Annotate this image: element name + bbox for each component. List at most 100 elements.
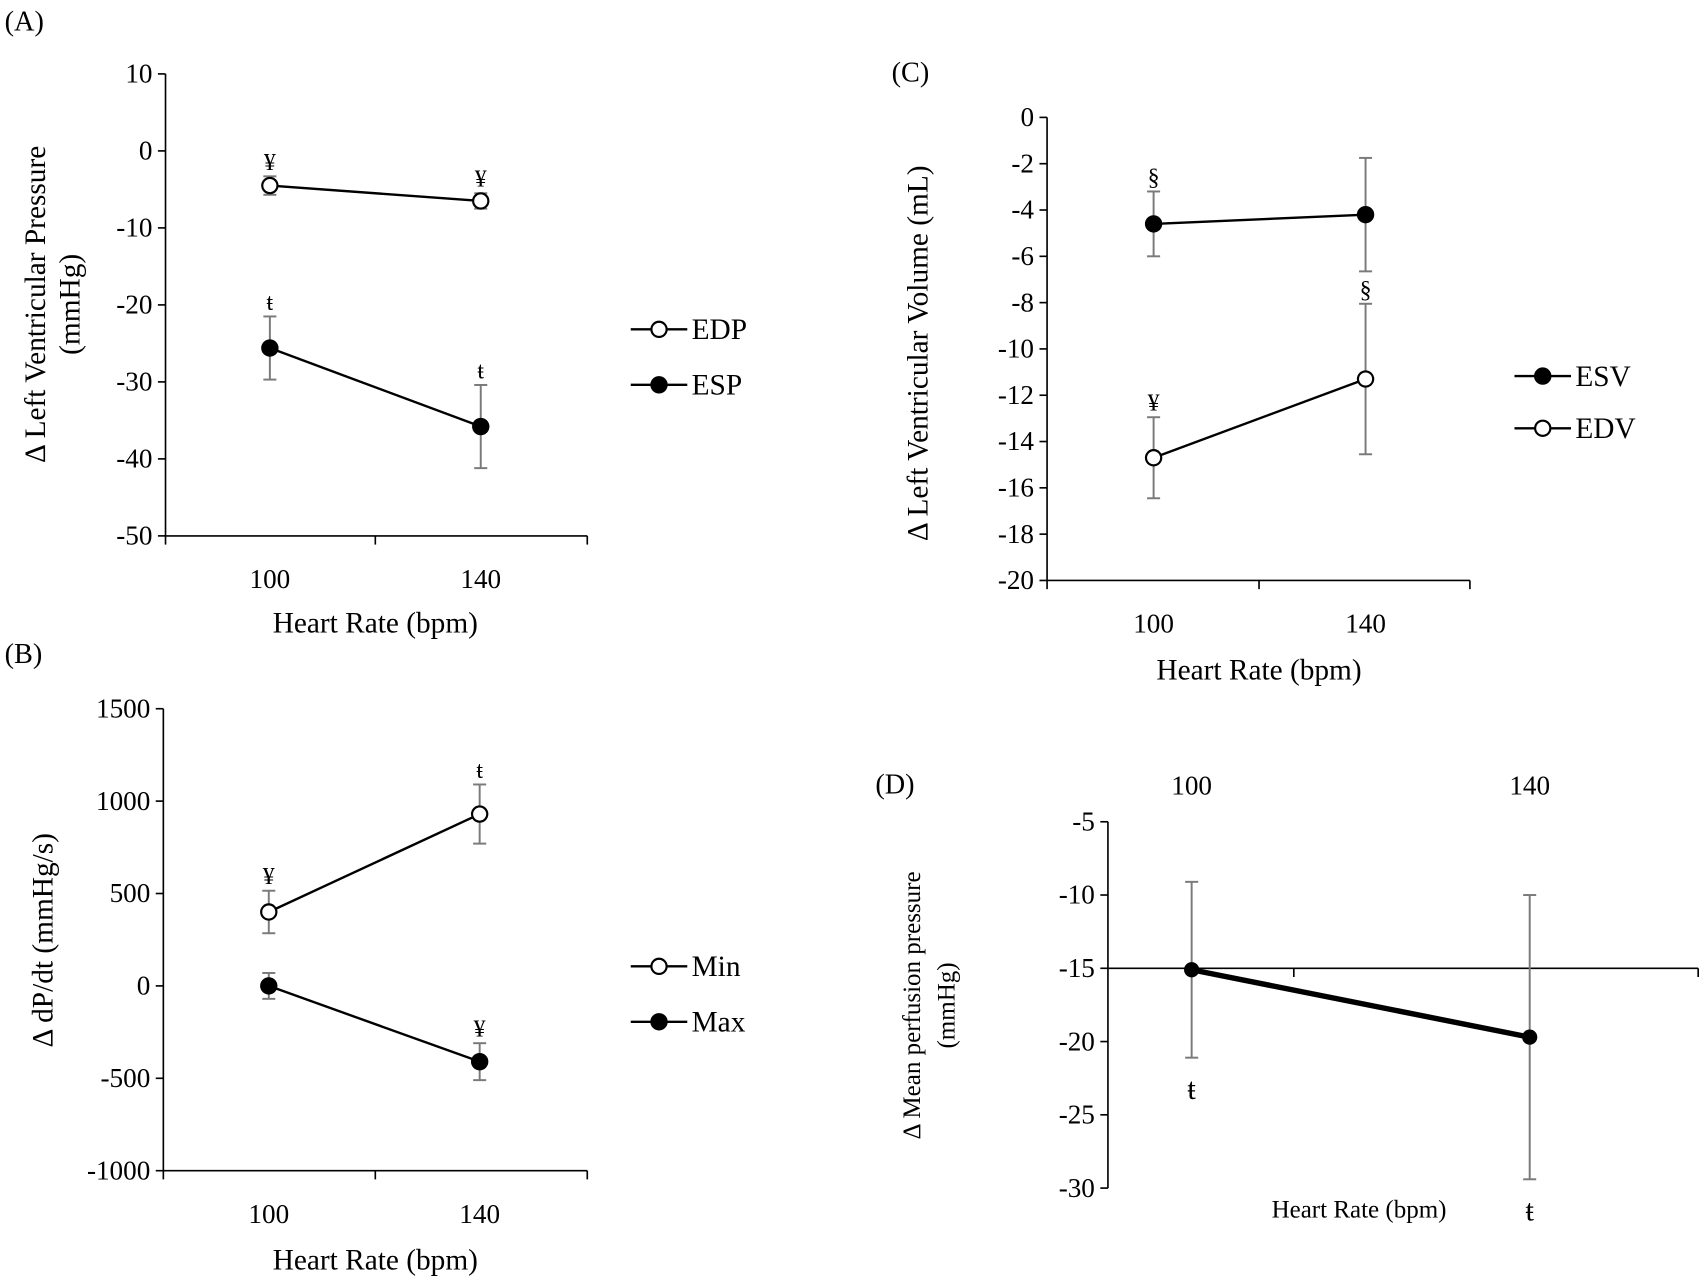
legend-label-edv: EDV [1575, 413, 1635, 445]
data-point-esp [261, 339, 279, 357]
data-point-edp [472, 192, 490, 210]
legend-label-edp: EDP [692, 314, 747, 346]
x-tick-label: 100 [1171, 771, 1212, 801]
y-tick-label: -10 [998, 334, 1034, 364]
x-tick-label: 140 [1345, 609, 1386, 639]
x-tick-label: 140 [1509, 771, 1550, 801]
chart-panel-1: (B) 1500 1000 500 0 -500 -1000 100 140 Heart Rate… [5, 639, 746, 1277]
series-line-esp [269, 346, 482, 428]
data-point-esp [472, 417, 490, 436]
chart-panel-2: (C) 0 -2 -4 -6 -8 -10 -12 -14 -16 -18 -20 100 140 Hear… [892, 58, 1636, 687]
data-point-esv [1356, 205, 1375, 224]
y-tick-label: 0 [139, 136, 153, 166]
y-tick-label: -10 [116, 213, 152, 243]
y-tick-label: -12 [998, 380, 1034, 410]
data-point-min [260, 903, 278, 921]
data-point-max [470, 1052, 489, 1071]
y-tick-label: -14 [998, 426, 1035, 456]
x-tick-label: 100 [248, 1199, 289, 1229]
panel-label: (A) [5, 6, 44, 37]
panel-label: (C) [892, 58, 930, 89]
y-tick-label: 0 [137, 971, 151, 1001]
y-axis-label-line: Δ Left Ventricular Pressure [20, 146, 52, 463]
y-tick-label: -1000 [87, 1155, 150, 1185]
y-tick-label: -20 [1059, 1026, 1095, 1056]
chart-panel-3: (D) -5 -10 -15 -20 -25 -30 100 140 Heart Rate (bp… [875, 770, 1699, 1228]
y-tick-label: 500 [110, 878, 151, 908]
y-axis-label: Δ Left Ventricular Pressure (mmHg) [20, 146, 87, 463]
data-point-edv [1144, 449, 1163, 467]
series-line-esv [1153, 213, 1366, 226]
y-tick-label: -8 [1011, 287, 1034, 317]
significance-marker: ¥ [474, 1017, 486, 1043]
y-tick-label: -25 [1059, 1100, 1095, 1130]
legend-marker [1534, 367, 1552, 385]
significance-marker: ¥ [475, 167, 487, 193]
y-tick-label: -30 [116, 367, 152, 397]
significance-marker: ŧ [1187, 1072, 1196, 1106]
y-tick-label: -6 [1011, 241, 1034, 271]
significance-marker: ŧ [476, 758, 483, 784]
panel-label: (D) [875, 770, 914, 801]
y-axis-label-line: (mmHg) [934, 962, 961, 1048]
legend-marker [1534, 419, 1552, 437]
panel-label: (B) [5, 639, 43, 670]
y-tick-label: -20 [998, 565, 1034, 595]
y-axis-label-line: Δ Left Ventricular Volume (mL) [903, 165, 935, 541]
legend-marker [650, 376, 668, 394]
y-tick-label: -15 [1059, 953, 1095, 983]
y-axis-label: Δ Mean perfusion pressure (mmHg) [899, 871, 961, 1139]
y-tick-label: -500 [101, 1063, 151, 1093]
significance-marker: ŧ [477, 358, 484, 384]
legend-marker [650, 957, 668, 976]
series-line-edv [1153, 377, 1366, 459]
y-tick-label: -16 [998, 473, 1034, 503]
y-tick-label: -5 [1072, 806, 1095, 836]
y-tick-label: 1500 [96, 693, 150, 723]
y-tick-label: -40 [116, 444, 152, 474]
y-tick-label: 0 [1020, 102, 1034, 132]
x-tick-label: 140 [460, 564, 501, 594]
x-axis-label: Heart Rate (bpm) [273, 608, 478, 640]
significance-marker: ŧ [267, 290, 274, 316]
data-point-edp [261, 176, 279, 195]
significance-marker: ¥ [263, 864, 275, 890]
series-line-max [268, 984, 481, 1063]
legend-marker [650, 1013, 668, 1031]
data-point-min [470, 805, 489, 823]
y-axis-label-line: (mmHg) [55, 254, 87, 355]
data-point-esv [1144, 215, 1163, 233]
significance-marker: ¥ [1148, 391, 1160, 417]
legend-label-esp: ESP [692, 370, 743, 402]
x-tick-label: 100 [1133, 609, 1174, 639]
y-axis-label-line: Δ dP/dt (mmHg/s) [27, 833, 59, 1047]
y-tick-label: 1000 [96, 786, 150, 816]
y-tick-label: -10 [1059, 880, 1095, 910]
legend-label-max: Max [692, 1007, 746, 1039]
significance-marker: ¥ [264, 150, 276, 176]
data-point-mpp [1184, 962, 1200, 978]
legend-label-esv: ESV [1575, 361, 1630, 393]
series-line-mpp [1191, 967, 1531, 1040]
y-axis-label: Δ dP/dt (mmHg/s) [27, 833, 59, 1047]
significance-marker: § [1148, 165, 1160, 191]
significance-marker: ŧ [1525, 1194, 1534, 1228]
x-axis-label: Heart Rate (bpm) [1156, 654, 1361, 686]
x-axis-label: Heart Rate (bpm) [273, 1245, 478, 1277]
y-tick-label: -18 [998, 519, 1034, 549]
y-axis-label: Δ Left Ventricular Volume (mL) [903, 165, 935, 541]
y-tick-label: -2 [1011, 148, 1034, 178]
y-tick-label: -30 [1059, 1173, 1095, 1203]
legend-label-min: Min [692, 951, 741, 983]
x-tick-label: 140 [459, 1199, 500, 1229]
series-line-min [268, 812, 481, 914]
x-tick-label: 100 [250, 564, 291, 594]
y-tick-label: -20 [116, 290, 152, 320]
y-axis-label-line: Δ Mean perfusion pressure [899, 871, 926, 1139]
significance-marker: § [1360, 277, 1372, 303]
data-point-mpp [1522, 1029, 1538, 1045]
series-line-edp [269, 184, 481, 203]
data-point-edv [1356, 370, 1375, 388]
